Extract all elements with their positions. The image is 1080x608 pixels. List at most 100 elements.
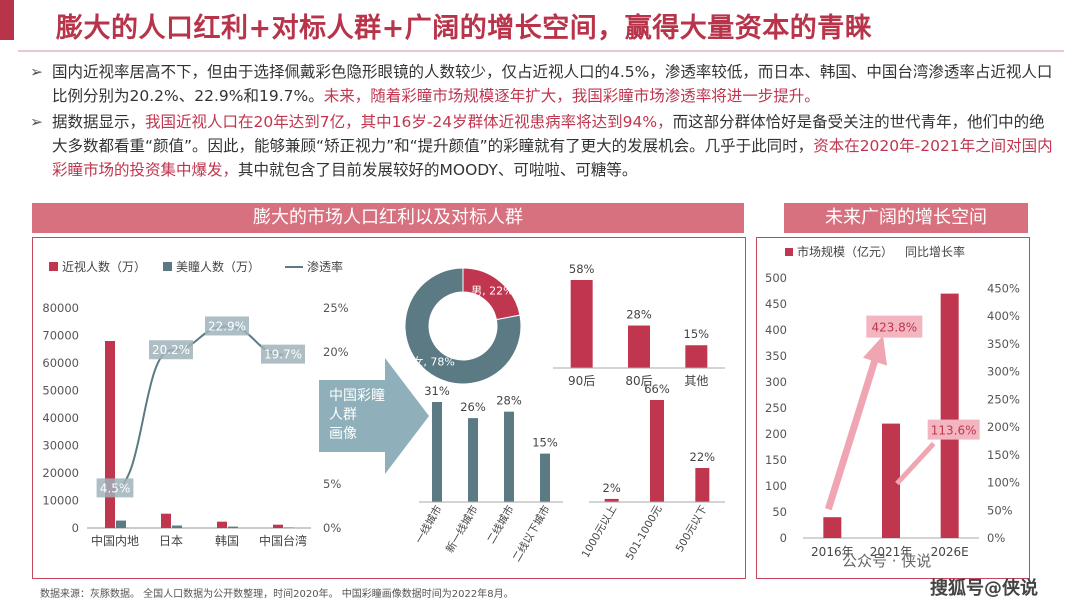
market-bar: [882, 423, 900, 538]
bar-contact: [228, 526, 238, 528]
left-charts-svg: 近视人数（万） 美瞳人数（万） 渗透率 0 10000 20000 30000 40000 50…: [42, 259, 725, 564]
age-bar: [628, 325, 650, 368]
point-label: 20.2%: [152, 343, 190, 357]
y-tick-label: 40000: [42, 411, 79, 425]
pie-slice: [404, 267, 522, 385]
pie-label: 男, 22%: [471, 285, 513, 298]
legend-label: 近视人数（万）: [62, 259, 146, 274]
market-bar: [940, 293, 959, 538]
legend-swatch: [49, 262, 58, 271]
y2-tick-label: 150%: [987, 448, 1020, 462]
price-bar: [695, 468, 710, 502]
city-bar: [468, 418, 478, 502]
y-tick-label: 250: [765, 401, 787, 415]
point-label-box: [261, 344, 305, 364]
bullet-2-highlight-a: 我国近视人口在20年达到7亿，其中16岁-24岁群体近视患病率将达到94%，: [145, 113, 673, 131]
title-divider: [18, 50, 1064, 52]
price-x-label: 501-1000元: [624, 503, 665, 562]
city-x-label: 二线以下城市: [510, 503, 553, 564]
y2-tick-label: 350%: [987, 337, 1020, 351]
point-label-box: [149, 340, 193, 360]
bullet-arrow-icon: ➢: [30, 63, 43, 81]
bar-myopia: [161, 513, 171, 528]
bullet-2: ➢ 据数据显示，我国近视人口在20年达到7亿，其中16岁-24岁群体近视患病率将达…: [30, 110, 1060, 182]
left-panel: 近视人数（万） 美瞳人数（万） 渗透率 0 10000 20000 30000 40000 50…: [32, 237, 746, 579]
watermark-sohu: 搜狐号@侠说: [930, 578, 1038, 599]
x-tick-label: 2021年: [870, 545, 913, 559]
bullet-1-highlight: 未来，随着彩瞳市场规模逐年扩大，我国彩瞳市场渗透率将进一步提升。: [323, 87, 820, 105]
city-bar: [540, 453, 550, 502]
price-bar: [650, 400, 664, 502]
y2-tick-label: 5%: [323, 477, 341, 491]
bar-contact: [172, 525, 182, 528]
y-tick-label: 100: [765, 479, 787, 493]
price-x-label: 1000元以上: [580, 504, 620, 560]
growth-arrow-2: [895, 441, 936, 486]
age-bar: [685, 345, 708, 368]
y-tick-label: 300: [765, 375, 787, 389]
age-value-label: 58%: [569, 262, 595, 276]
legend-label: 市场规模（亿元）: [797, 244, 893, 259]
x-tick-label: 2016年: [811, 545, 854, 559]
arrow-label-line1: 中国彩瞳: [329, 387, 385, 404]
portrait-arrow-icon: [319, 358, 429, 474]
right-chart-svg: 市场规模（亿元） 同比增长率 0 50 100 150 200 250 300 350 400 450…: [765, 244, 1020, 559]
penetration-line: [114, 325, 284, 490]
legend-label: 渗透率: [307, 259, 343, 274]
bar-myopia: [217, 521, 227, 528]
y2-tick-label: 250%: [987, 392, 1020, 406]
point-label: 22.9%: [208, 319, 246, 333]
legend-label: 同比增长率: [905, 244, 965, 259]
point-label: 4.5%: [100, 481, 131, 495]
y2-tick-label: 0%: [987, 531, 1005, 545]
growth-label: 113.6%: [931, 424, 977, 438]
price-x-label: 500元以下: [674, 504, 710, 555]
y-tick-label: 450: [765, 297, 787, 311]
title-accent-bar: [0, 0, 14, 40]
y2-tick-label: 20%: [323, 345, 349, 359]
y-tick-label: 30000: [42, 439, 79, 453]
y-tick-label: 0: [72, 521, 79, 535]
source-note: 数据来源：灰豚数据。 全国人口数据为公开数整理，时间2020年。 中国彩瞳画像数…: [40, 589, 514, 600]
bullet-arrow-icon: ➢: [30, 113, 43, 131]
watermark-wechat: 公众号 · 侠说: [842, 552, 932, 570]
legend-label: 美瞳人数（万）: [176, 259, 260, 274]
growth-label-box: [866, 315, 923, 338]
city-x-label: 新一线城市: [443, 503, 481, 555]
x-tick-label: 中国内地: [91, 533, 139, 548]
left-section-band: 膨大的市场人口红利以及对标人群: [32, 203, 744, 233]
y-tick-label: 400: [765, 323, 787, 337]
arrow-label-line2: 人群: [329, 407, 357, 423]
city-value-label: 15%: [532, 436, 558, 450]
y2-tick-label: 0%: [323, 521, 341, 535]
x-tick-label: 2026E: [931, 545, 969, 559]
bar-myopia: [105, 341, 115, 528]
age-x-label: 其他: [684, 374, 708, 388]
bullet-1: ➢ 国内近视率居高不下，但由于选择佩戴彩色隐形眼镜的人数较少，仅占近视人口的4.5…: [30, 60, 1060, 108]
y2-tick-label: 100%: [987, 476, 1020, 490]
bullet-2-highlight-b: 资本在2020年-2021年之间对国内彩瞳市场的投资集中爆发，: [52, 137, 1053, 179]
price-value-label: 2%: [603, 481, 621, 495]
price-value-label: 22%: [690, 450, 716, 464]
age-x-label: 80后: [625, 374, 652, 388]
y2-tick-label: 25%: [323, 301, 349, 315]
market-bar: [823, 517, 842, 538]
point-label-box: [205, 316, 249, 336]
bullet-1-text: 国内近视率居高不下，但由于选择佩戴彩色隐形眼镜的人数较少，仅占近视人口的4.5%…: [52, 63, 1053, 105]
bar-myopia: [273, 524, 283, 528]
bullet-2-text-a: 据数据显示，: [52, 113, 146, 131]
price-value-label: 66%: [644, 382, 670, 396]
legend-swatch: [163, 262, 172, 271]
point-label: 19.7%: [264, 348, 302, 362]
y2-tick-label: 300%: [987, 365, 1020, 379]
y2-tick-label: 50%: [987, 503, 1013, 517]
point-label-box: [96, 478, 134, 498]
y2-tick-label: 400%: [987, 309, 1020, 323]
x-tick-label: 韩国: [215, 533, 239, 548]
bar-contact: [116, 520, 126, 528]
city-value-label: 28%: [496, 394, 522, 408]
city-value-label: 26%: [460, 400, 486, 414]
bullet-list: ➢ 国内近视率居高不下，但由于选择佩戴彩色隐形眼镜的人数较少，仅占近视人口的4.5…: [30, 60, 1060, 184]
bar-contact: [284, 527, 294, 528]
age-value-label: 28%: [626, 308, 652, 322]
